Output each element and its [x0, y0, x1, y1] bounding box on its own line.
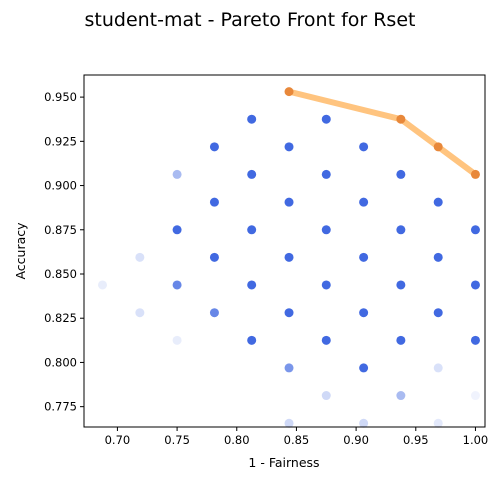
rset-point [209, 252, 219, 262]
rset-point [433, 252, 443, 262]
rset-point [321, 169, 331, 179]
chart-title: student-mat - Pareto Front for Rset [85, 9, 416, 31]
rset-point [359, 308, 369, 318]
pareto-front-point [470, 169, 480, 179]
rset-point [97, 280, 107, 290]
rset-point [396, 225, 406, 235]
rset-point [470, 225, 480, 235]
rset-point [396, 335, 406, 345]
y-axis-label: Accuracy [13, 222, 28, 280]
rset-point [172, 169, 182, 179]
rset-point [247, 280, 257, 290]
pareto-front-point [284, 87, 294, 97]
rset-point [172, 335, 182, 345]
rset-point [172, 225, 182, 235]
rset-point [359, 418, 369, 428]
rset-point [284, 252, 294, 262]
x-axis-label: 1 - Fairness [248, 455, 319, 470]
rset-point [284, 308, 294, 318]
plot-border [83, 74, 486, 428]
rset-point [321, 114, 331, 124]
pareto-front-point [396, 114, 406, 124]
rset-point [284, 418, 294, 428]
rset-point [172, 280, 182, 290]
rset-point [247, 335, 257, 345]
y-tick-label: 0.800 [44, 355, 77, 369]
pareto-front-point [433, 142, 443, 152]
rset-point [396, 391, 406, 401]
rset-point [470, 391, 480, 401]
x-tick-label: 0.75 [164, 433, 190, 447]
x-tick-label: 1.00 [463, 433, 489, 447]
x-axis: 0.70 0.75 0.80 0.85 0.90 0.95 1.00 [105, 427, 489, 447]
chart-marks [97, 87, 480, 428]
rset-point [433, 418, 443, 428]
rset-point [321, 225, 331, 235]
rset-point [135, 308, 145, 318]
rset-point [433, 363, 443, 373]
rset-point [396, 280, 406, 290]
rset-point [433, 197, 443, 207]
x-tick-label: 0.95 [403, 433, 429, 447]
rset-point [321, 391, 331, 401]
rset-point [470, 280, 480, 290]
rset-point [284, 142, 294, 152]
x-tick-label: 0.80 [224, 433, 250, 447]
y-tick-label: 0.900 [44, 179, 77, 193]
rset-point [359, 363, 369, 373]
rset-point [470, 335, 480, 345]
rset-point [433, 308, 443, 318]
rset-point [359, 252, 369, 262]
y-tick-label: 0.850 [44, 267, 77, 281]
x-tick-label: 0.85 [284, 433, 310, 447]
y-tick-label: 0.875 [44, 223, 77, 237]
rset-point [359, 142, 369, 152]
rset-point [247, 169, 257, 179]
y-tick-label: 0.950 [44, 90, 77, 104]
y-tick-label: 0.825 [44, 311, 77, 325]
y-tick-label: 0.925 [44, 134, 77, 148]
x-tick-label: 0.70 [105, 433, 131, 447]
pareto-front-line [286, 88, 479, 178]
y-tick-label: 0.775 [44, 400, 77, 414]
y-axis: 0.775 0.800 0.825 0.850 0.875 0.900 0.925 0.950 [44, 90, 84, 414]
rset-point [396, 169, 406, 179]
rset-point [247, 225, 257, 235]
rset-point [209, 308, 219, 318]
rset-point [359, 197, 369, 207]
rset-point [284, 197, 294, 207]
rset-point [209, 142, 219, 152]
rset-point [321, 335, 331, 345]
rset-point [209, 197, 219, 207]
x-tick-label: 0.90 [343, 433, 369, 447]
rset-point [135, 252, 145, 262]
rset-point [321, 280, 331, 290]
axes-frame [83, 74, 486, 428]
rset-point [284, 363, 294, 373]
rset-point [247, 114, 257, 124]
